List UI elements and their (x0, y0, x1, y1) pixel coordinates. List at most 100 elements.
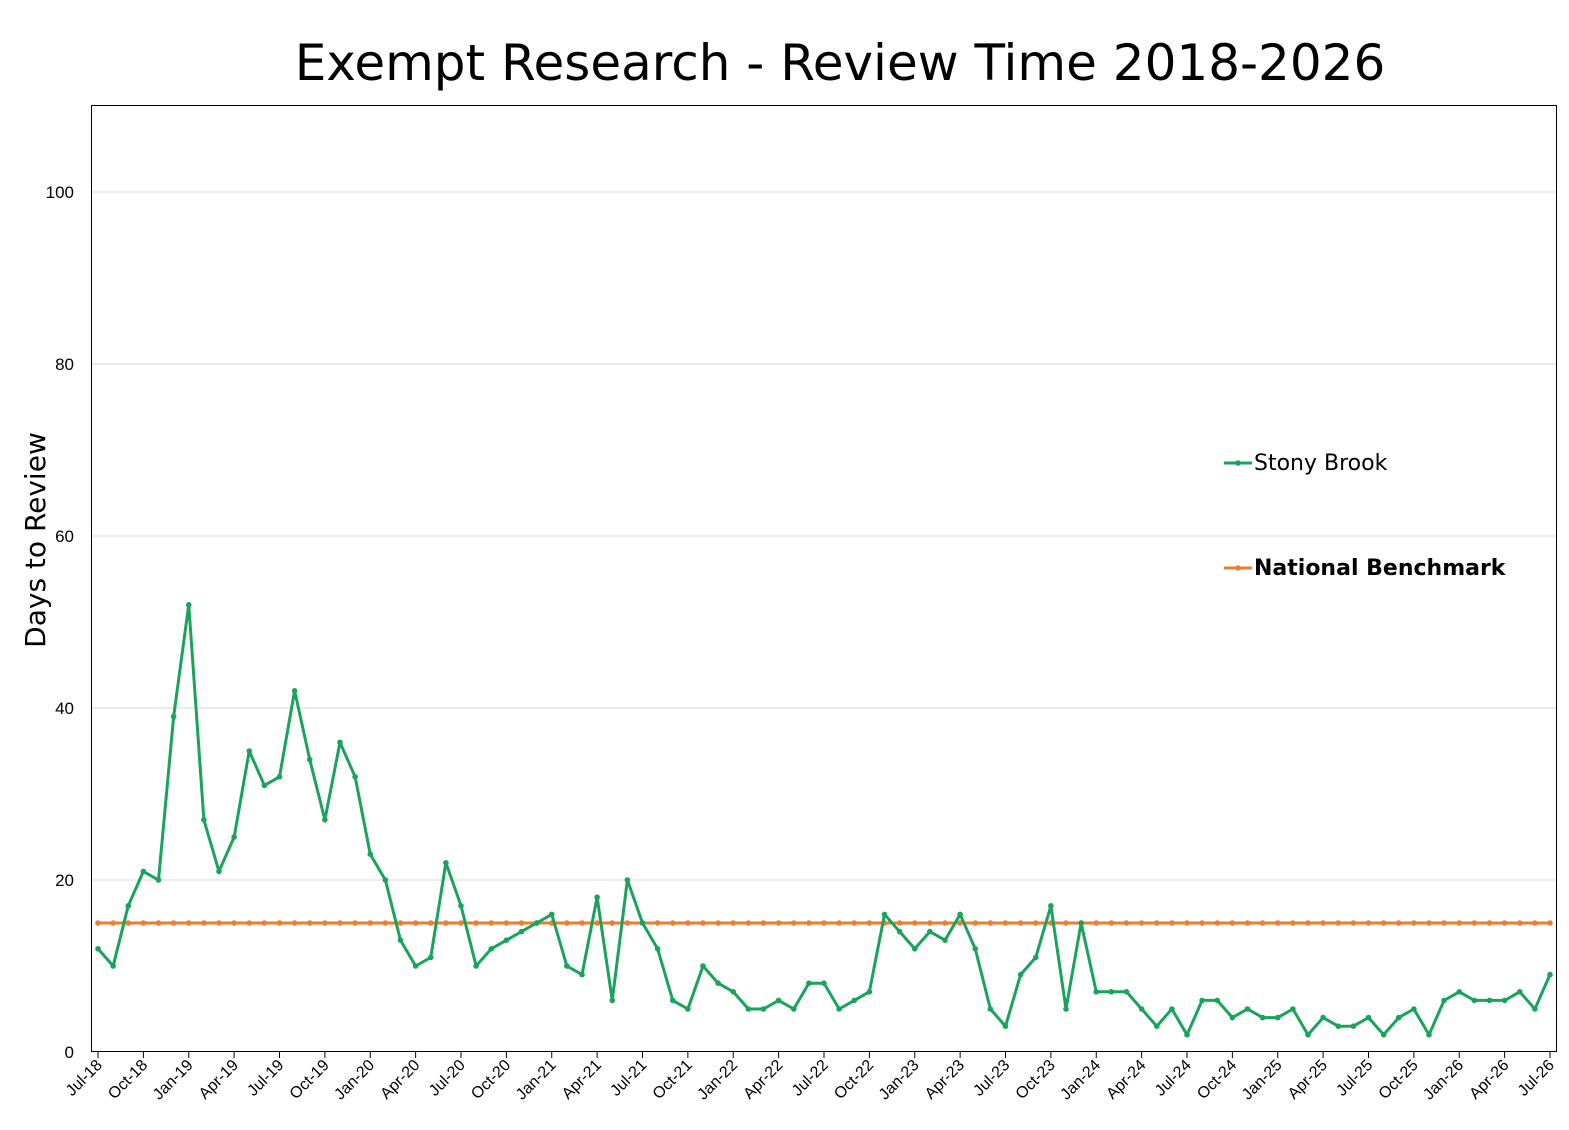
data-point-stony-brook (1259, 1014, 1266, 1021)
data-point-national-benchmark (1002, 920, 1009, 926)
data-point-stony-brook (1290, 1006, 1296, 1012)
data-point-stony-brook (594, 894, 600, 900)
data-point-national-benchmark (760, 920, 767, 926)
x-tick-label: Oct-23 (1013, 1057, 1059, 1103)
data-point-stony-brook (1501, 997, 1508, 1004)
data-point-national-benchmark (866, 920, 873, 926)
data-point-stony-brook (1350, 1023, 1357, 1029)
x-tick-label: Jan-25 (1239, 1057, 1286, 1104)
x-tick-label: Jul-24 (1152, 1057, 1195, 1100)
data-point-national-benchmark (110, 920, 116, 926)
legend-label-stony-brook: Stony Brook (1254, 451, 1388, 476)
data-point-stony-brook (382, 877, 389, 883)
data-point-stony-brook (1032, 954, 1039, 961)
x-tick-label: Jan-20 (331, 1057, 378, 1104)
y-axis-ticks: 0 20 40 60 80 100 (46, 183, 74, 1062)
data-point-national-benchmark (1532, 920, 1538, 926)
data-point-stony-brook (1169, 1006, 1175, 1012)
data-point-stony-brook (821, 980, 827, 986)
data-point-stony-brook (685, 1006, 691, 1012)
data-point-stony-brook (775, 997, 782, 1004)
data-point-national-benchmark (1244, 920, 1251, 926)
data-point-stony-brook (261, 782, 268, 789)
data-point-national-benchmark (654, 920, 661, 926)
data-point-stony-brook (246, 748, 253, 754)
data-point-national-benchmark (685, 920, 691, 926)
data-point-stony-brook (1547, 971, 1553, 978)
data-point-national-benchmark (730, 920, 737, 926)
data-point-national-benchmark (1350, 920, 1357, 926)
data-point-national-benchmark (775, 920, 782, 926)
data-point-national-benchmark (1153, 920, 1160, 926)
legend-label-national-benchmark: National Benchmark (1254, 556, 1507, 581)
data-point-stony-brook (291, 688, 298, 694)
data-point-national-benchmark (911, 920, 918, 926)
data-point-national-benchmark (594, 920, 600, 926)
data-point-stony-brook (1138, 1006, 1145, 1012)
data-point-stony-brook (987, 1006, 994, 1012)
data-point-stony-brook (548, 911, 555, 918)
x-tick-label: Apr-22 (740, 1057, 786, 1103)
data-point-national-benchmark (1032, 920, 1039, 926)
series-layer (95, 602, 1553, 1038)
data-point-stony-brook (730, 989, 737, 995)
data-point-stony-brook (473, 963, 479, 969)
data-point-stony-brook (564, 963, 570, 969)
data-point-stony-brook (1441, 997, 1447, 1004)
data-point-stony-brook (1516, 989, 1523, 995)
data-point-stony-brook (427, 954, 434, 961)
data-point-stony-brook (322, 817, 328, 823)
data-point-stony-brook (1153, 1023, 1160, 1029)
data-point-national-benchmark (443, 920, 449, 926)
x-tick-label: Apr-25 (1285, 1057, 1331, 1103)
chart-title: Exempt Research - Review Time 2018-2026 (295, 34, 1386, 92)
x-tick-label: Apr-23 (922, 1057, 968, 1103)
x-tick-label: Oct-21 (650, 1057, 696, 1103)
data-point-national-benchmark (412, 920, 419, 926)
x-tick-label: Jul-19 (244, 1057, 287, 1100)
data-point-national-benchmark (1320, 920, 1326, 926)
x-tick-label: Jul-20 (426, 1057, 469, 1100)
data-point-national-benchmark (1017, 920, 1024, 926)
data-point-stony-brook (1456, 989, 1463, 995)
data-point-national-benchmark (1305, 920, 1311, 926)
x-tick-label: Jul-21 (607, 1057, 650, 1100)
data-point-national-benchmark (836, 920, 842, 926)
data-point-stony-brook (337, 739, 343, 746)
data-point-stony-brook (443, 860, 449, 866)
data-point-stony-brook (609, 997, 616, 1004)
data-point-national-benchmark (1456, 920, 1463, 926)
x-tick-label: Jan-24 (1057, 1057, 1104, 1104)
data-point-national-benchmark (1411, 920, 1417, 926)
data-point-national-benchmark (276, 920, 283, 926)
x-tick-label: Oct-19 (287, 1057, 333, 1103)
data-point-stony-brook (836, 1006, 842, 1012)
x-tick-label: Jul-18 (63, 1057, 106, 1100)
data-point-stony-brook (488, 946, 495, 952)
data-point-national-benchmark (1108, 920, 1115, 926)
data-point-stony-brook (1093, 989, 1100, 995)
data-point-stony-brook (1411, 1006, 1417, 1012)
data-point-stony-brook (533, 920, 540, 926)
data-point-national-benchmark (624, 920, 631, 926)
data-point-national-benchmark (579, 920, 585, 926)
data-point-stony-brook (170, 713, 177, 720)
data-point-stony-brook (412, 963, 419, 969)
data-point-national-benchmark (155, 920, 162, 926)
data-point-stony-brook (1123, 989, 1130, 995)
data-point-stony-brook (1108, 989, 1115, 995)
data-point-national-benchmark (1138, 920, 1145, 926)
data-point-national-benchmark (246, 920, 253, 926)
data-point-stony-brook (1486, 997, 1493, 1004)
data-point-stony-brook (1380, 1032, 1387, 1038)
data-point-national-benchmark (140, 920, 147, 926)
data-point-national-benchmark (382, 920, 389, 926)
data-point-national-benchmark (231, 920, 237, 926)
data-point-national-benchmark (397, 920, 404, 926)
data-point-national-benchmark (1547, 920, 1553, 926)
data-point-stony-brook (1365, 1014, 1372, 1021)
data-point-national-benchmark (1486, 920, 1493, 926)
data-point-stony-brook (1184, 1032, 1190, 1038)
data-point-national-benchmark (1471, 920, 1478, 926)
data-point-stony-brook (624, 877, 631, 883)
